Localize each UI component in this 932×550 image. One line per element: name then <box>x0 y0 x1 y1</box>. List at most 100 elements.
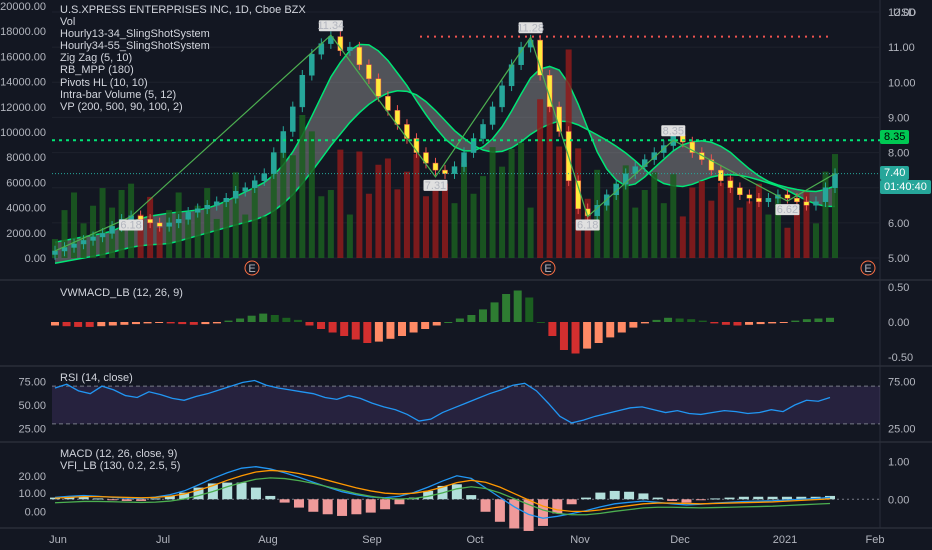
legend-item[interactable]: Hourly13-34_SlingShotSystem <box>60 28 210 41</box>
macd-histogram-bar <box>250 487 261 500</box>
macd-histogram-bar <box>279 499 290 503</box>
pivot-label: 8.35 <box>663 125 684 137</box>
volume-bar <box>71 192 78 258</box>
volume-bar <box>622 165 629 258</box>
volume-bar <box>318 196 325 258</box>
vwmacd-bar <box>166 322 175 324</box>
volume-bar <box>803 192 810 258</box>
last-price-badge: 7.40 <box>880 166 910 180</box>
macd-histogram-bar <box>322 499 333 515</box>
legend-item[interactable]: Intra-bar Volume (5, 12) <box>60 88 177 101</box>
candle-body <box>309 53 315 76</box>
volume-bar <box>603 200 610 258</box>
macd-histogram-bar <box>796 496 807 500</box>
vwmacd-bar <box>745 322 754 325</box>
vwmacd-bar <box>478 309 487 322</box>
volume-bar <box>556 146 563 258</box>
vwmacd-bar <box>409 322 418 333</box>
candle-body <box>290 106 296 132</box>
candle-body <box>832 173 838 188</box>
candle-body <box>746 194 753 199</box>
volume-bar <box>384 158 391 258</box>
macd-tick-label: 0.00 <box>888 494 909 506</box>
volume-bar <box>489 147 496 258</box>
macd-title[interactable]: MACD (12, 26, close, 9) <box>60 448 178 460</box>
macd-histogram-bar <box>552 499 563 514</box>
vwmacd-bar <box>721 322 730 325</box>
volume-tick-label: 2000.00 <box>6 228 46 240</box>
vwmacd-bar <box>74 322 83 327</box>
candle-body <box>204 205 210 210</box>
rsi-band <box>52 386 880 424</box>
vwmacd-bar <box>559 322 568 350</box>
legend-item[interactable]: Zig Zag (5, 10) <box>60 52 133 65</box>
macd-histogram-bar <box>537 499 548 526</box>
vwmacd-bar <box>340 322 349 336</box>
volume-bar <box>432 189 439 258</box>
vwmacd-bar <box>120 322 129 325</box>
vwmacd-bar <box>62 322 71 327</box>
time-tick-label: Nov <box>570 534 590 546</box>
volume-bar <box>194 205 201 258</box>
vwmacd-bar <box>131 322 140 325</box>
legend-item[interactable]: Vol <box>60 16 76 29</box>
candle-body <box>803 201 810 206</box>
vwmacd-bar <box>617 322 626 333</box>
candle-body <box>223 198 229 203</box>
vwmacd-bar <box>455 318 464 322</box>
time-tick-label: Jul <box>156 534 170 546</box>
rsi-title[interactable]: RSI (14, close) <box>60 372 133 384</box>
volume-bar <box>242 214 249 258</box>
vwmacd-bar <box>536 322 545 323</box>
candle-body <box>337 36 344 51</box>
volume-bar <box>698 181 705 258</box>
macd-histogram-bar <box>466 495 477 500</box>
candle-body <box>242 187 248 192</box>
time-tick-label: Oct <box>466 534 483 546</box>
vwmacd-bar <box>85 322 94 327</box>
candle-body <box>794 198 800 203</box>
candle-body <box>175 219 182 224</box>
price-tick-label: 11.00 <box>888 42 915 54</box>
volume-bar <box>299 114 306 259</box>
vwmacd-bar <box>548 322 557 336</box>
candle-body <box>194 208 201 213</box>
candle-body <box>356 46 363 65</box>
legend-item[interactable]: RB_MPP (180) <box>60 64 134 77</box>
vwmacd-bar <box>629 322 638 328</box>
volume-bar <box>746 201 753 258</box>
legend-item[interactable]: VP (200, 500, 90, 100, 2) <box>60 100 183 113</box>
volume-bar <box>774 196 781 258</box>
volume-bar <box>736 207 743 258</box>
legend-item[interactable]: Pivots HL (10, 10) <box>60 76 148 89</box>
legend-item[interactable]: Hourly34-55_SlingShotSystem <box>60 40 210 53</box>
vwmacd-bar <box>363 322 372 343</box>
macd-histogram-bar <box>236 482 247 500</box>
macd-histogram-bar <box>394 499 405 505</box>
volume-tick-label: 18000.00 <box>0 26 46 38</box>
volume-bar <box>461 162 468 258</box>
candle-body <box>156 222 163 227</box>
vwmacd-bar <box>513 290 522 322</box>
macd-histogram-bar <box>767 496 778 500</box>
macd-histogram-bar <box>164 495 175 500</box>
volume-bar <box>394 189 401 258</box>
vwmacd-bar <box>768 322 777 324</box>
volume-bar <box>213 218 220 258</box>
vwmacd-title[interactable]: VWMACD_LB (12, 26, 9) <box>60 287 183 299</box>
macd-histogram-bar <box>638 493 649 500</box>
volume-bar <box>632 207 639 258</box>
volume-bar <box>251 185 258 258</box>
vwmacd-bar <box>293 319 302 322</box>
macd-tick-label: 1.00 <box>888 456 909 468</box>
candle-body <box>651 152 658 160</box>
volume-bar <box>185 212 192 258</box>
macd-histogram-bar <box>595 492 606 500</box>
vfi-title[interactable]: VFI_LB (130, 0.2, 2.5, 5) <box>60 460 181 472</box>
candle-body <box>213 201 220 206</box>
vfi-left-tick: 20.00 <box>18 471 46 483</box>
candle-body <box>80 240 87 245</box>
vwmacd-bar <box>756 322 765 325</box>
vwmacd-bar <box>733 322 742 326</box>
